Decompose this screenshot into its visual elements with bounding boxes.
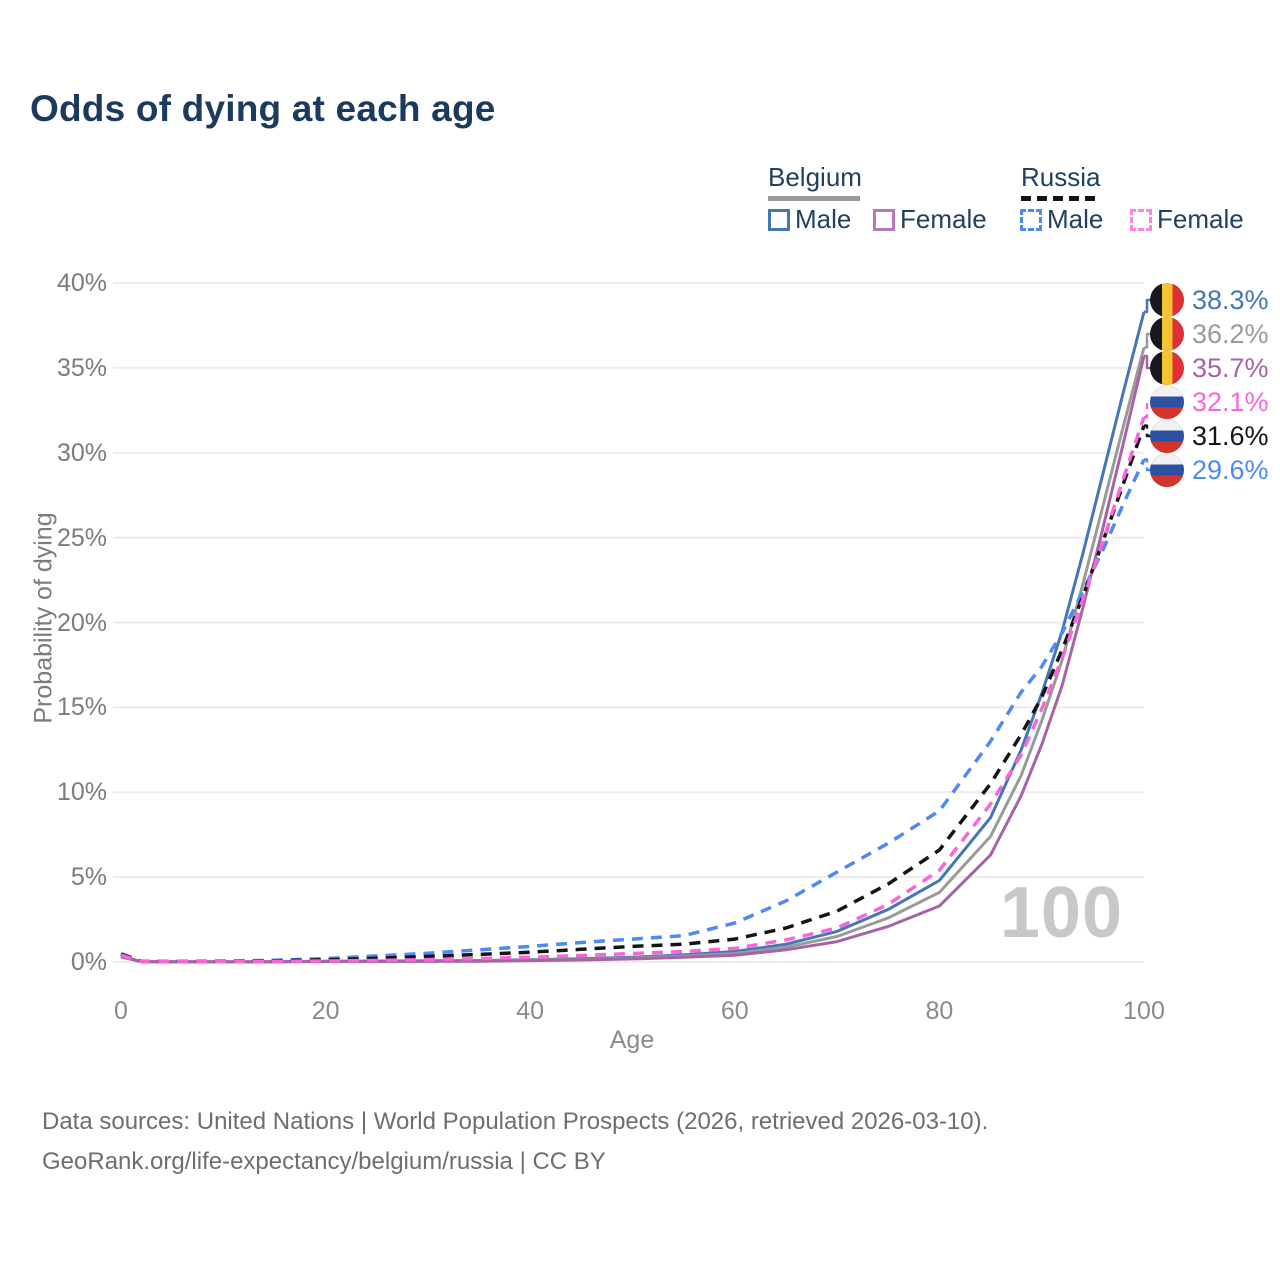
belgium-flag-icon [1150,317,1184,351]
legend-group-belgium: Belgium [768,162,862,192]
end-label-russia-both-sexes: 31.6% [1150,419,1269,453]
series-line-belgium-male [120,311,1146,964]
x-tick-label: 0 [114,997,128,1025]
end-label-belgium-female: 35.7% [1150,351,1269,385]
y-tick-label: 30% [56,438,107,467]
belgium-flag-icon [1150,351,1184,385]
series-line-belgium-female [120,355,1146,964]
age-watermark: 100 [999,873,1123,953]
data-sources-note: Data sources: United Nations | World Pop… [42,1108,989,1135]
legend-underline-belgium [768,196,860,201]
x-tick-label: 20 [311,997,340,1025]
series-line-russia-both-sexes [120,425,1146,964]
attribution-link: GeoRank.org/life-expectancy/belgium/russ… [42,1148,606,1175]
x-tick-label: 100 [1123,997,1165,1025]
y-tick-label: 20% [56,608,107,637]
end-label-belgium-male: 38.3% [1150,283,1269,317]
end-label-value: 38.3% [1192,285,1269,315]
end-label-value: 29.6% [1192,455,1269,485]
end-label-value: 36.2% [1192,319,1269,349]
page-title: Odds of dying at each age [30,88,496,129]
legend-item-belgium-female[interactable]: Female [873,204,987,235]
y-tick-label: 25% [56,523,107,552]
end-label-value: 35.7% [1192,353,1269,383]
russia-flag-icon [1150,385,1184,419]
russia-female-swatch-icon [1130,208,1152,231]
legend-item-belgium-male[interactable]: Male [768,204,851,235]
legend-item-russia-female[interactable]: Female [1130,204,1244,235]
y-tick-label: 40% [56,269,107,297]
y-tick-label: 0% [70,948,107,976]
end-label-connector [1144,400,1153,419]
legend-item-russia-male[interactable]: Male [1020,204,1103,235]
russia-male-swatch-icon [1020,208,1042,231]
end-label-value: 31.6% [1192,421,1269,451]
end-label-russia-male: 29.6% [1150,453,1269,487]
x-tick-label: 40 [516,997,545,1025]
belgium-male-swatch-icon [768,208,790,231]
legend-item-label: Male [795,204,852,234]
belgium-female-swatch-icon [873,208,895,231]
legend-underline-russia [1021,196,1095,201]
y-tick-label: 5% [70,863,107,892]
end-label-belgium-both-sexes: 36.2% [1150,317,1269,351]
series-line-belgium-both-sexes [120,347,1146,964]
x-tick-label: 80 [925,997,954,1025]
legend-item-label: Female [1157,204,1244,234]
y-tick-label: 35% [56,353,107,382]
x-tick-label: 60 [720,997,749,1025]
legend-item-label: Female [900,204,987,234]
y-tick-label: 10% [56,778,107,807]
y-tick-label: 15% [56,693,107,722]
russia-flag-icon [1150,419,1184,453]
y-axis-title: Probability of dying [29,512,58,724]
series-line-russia-male [120,458,1146,964]
end-label-value: 32.1% [1192,387,1269,417]
russia-flag-icon [1150,453,1184,487]
series-line-russia-female [120,416,1146,964]
belgium-flag-icon [1150,283,1184,317]
legend-item-label: Male [1047,204,1104,234]
legend-group-russia: Russia [1021,162,1101,192]
x-axis-title: Age [609,1026,655,1054]
end-label-russia-female: 32.1% [1150,385,1269,419]
